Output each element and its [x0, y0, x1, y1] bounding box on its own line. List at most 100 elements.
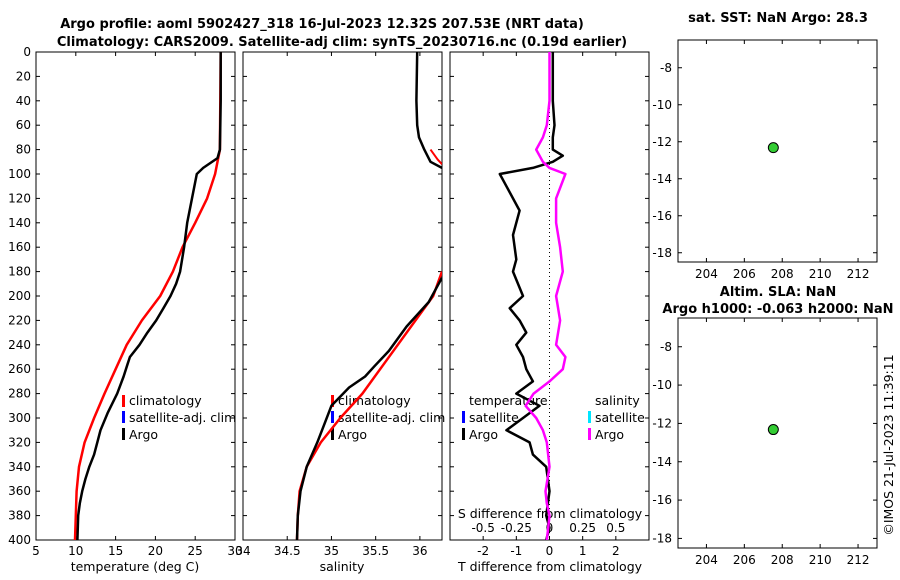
map-x-tick-label: 210: [809, 267, 832, 281]
map-y-tick-label: -12: [652, 135, 672, 149]
s-diff-tick-label: -0.5: [471, 521, 494, 535]
salinity-axes: [242, 51, 443, 541]
temperature-legend: climatology satellite-adj. clim Argo: [122, 393, 236, 442]
legend-argo-label: Argo: [338, 427, 367, 442]
map-y-tick-label: -14: [652, 455, 672, 469]
map-x-tick-label: 204: [695, 553, 718, 567]
climatology-surface-line: [429, 149, 442, 165]
x-tick-label: 20: [148, 544, 163, 558]
legend-climatology-label: climatology: [129, 393, 202, 408]
imos-watermark: ©IMOS 21-Jul-2023 11:39:11: [881, 354, 896, 535]
legend-t-argo-label: Argo: [469, 427, 498, 442]
depth-tick-label: 340: [8, 460, 31, 474]
x-tick-label: -2: [477, 544, 489, 558]
sst-map-title: sat. SST: NaN Argo: 28.3: [688, 11, 868, 26]
sal-series-group: [295, 52, 442, 540]
legend-argo-label: Argo: [129, 427, 158, 442]
legend-satellite-label: satellite-adj. clim: [338, 410, 445, 425]
x-tick-label: 36: [412, 544, 427, 558]
difference-xlabel: T difference from climatology: [457, 559, 643, 574]
difference-legend-temperature: temperature satellite Argo: [462, 393, 548, 442]
s-diff-tick-label: 0.5: [606, 521, 625, 535]
depth-tick-label: 200: [8, 289, 31, 303]
map-y-tick-label: -16: [652, 493, 672, 507]
map-x-tick-label: 206: [733, 267, 756, 281]
sst-map-axes: [677, 39, 878, 263]
temperature-xlabel: temperature (deg C): [71, 559, 200, 574]
depth-tick-label: 360: [8, 484, 31, 498]
depth-tick-label: 240: [8, 338, 31, 352]
depth-tick-label: 320: [8, 435, 31, 449]
legend-satellite-label: satellite-adj. clim: [129, 410, 236, 425]
map-x-tick-label: 208: [771, 553, 794, 567]
argo-line: [76, 52, 222, 540]
salinity-xlabel: salinity: [320, 559, 365, 574]
x-tick-label: 34: [235, 544, 250, 558]
map-y-tick-label: -10: [652, 98, 672, 112]
legend-satellite-swatch: [122, 411, 125, 423]
depth-tick-label: 300: [8, 411, 31, 425]
depth-tick-label: 160: [8, 240, 31, 254]
x-tick-label: 5: [32, 544, 40, 558]
x-tick-label: 34.5: [274, 544, 301, 558]
x-tick-label: 35: [324, 544, 339, 558]
series-layer: [73, 52, 779, 540]
depth-tick-label: 140: [8, 216, 31, 230]
depth-tick-label: 260: [8, 362, 31, 376]
map-x-tick-label: 208: [771, 267, 794, 281]
depth-tick-label: 100: [8, 167, 31, 181]
legend-climatology-swatch: [331, 395, 334, 407]
s-diff-tick-label: -0.25: [501, 521, 532, 535]
legend-t-argo-swatch: [462, 428, 465, 440]
t-diff-argo-line: [498, 52, 565, 540]
temp-series-group: [73, 52, 222, 540]
argo-position-point: [767, 142, 779, 154]
argo-position-point: [767, 424, 779, 436]
depth-tick-label: 120: [8, 191, 31, 205]
map-x-tick-label: 212: [847, 553, 870, 567]
diff-series-group: [498, 52, 567, 540]
depth-tick-label: 40: [16, 94, 31, 108]
legend-s-satellite-swatch: [588, 411, 591, 423]
legend-climatology-label: climatology: [338, 393, 411, 408]
map-y-tick-label: -14: [652, 172, 672, 186]
depth-tick-label: 400: [8, 533, 31, 547]
map-y-tick-label: -18: [652, 531, 672, 545]
map-y-tick-label: -18: [652, 246, 672, 260]
map-y-tick-label: -10: [652, 378, 672, 392]
map-x-tick-label: 206: [733, 553, 756, 567]
legend-satellite-swatch: [331, 411, 334, 423]
x-tick-label: 2: [612, 544, 620, 558]
legend-t-satellite-label: satellite: [469, 410, 519, 425]
x-tick-label: 1: [579, 544, 587, 558]
climatology-line: [73, 52, 222, 540]
x-tick-label: 10: [68, 544, 83, 558]
map-x-tick-label: 210: [809, 553, 832, 567]
depth-tick-label: 280: [8, 387, 31, 401]
sla-map-axes: [677, 317, 878, 549]
x-tick-label: 0: [546, 544, 554, 558]
s-diff-argo-line: [524, 52, 567, 540]
sla-map-title: Altim. SLA: NaN: [720, 285, 836, 300]
map-x-tick-label: 212: [847, 267, 870, 281]
map-y-tick-label: -8: [660, 61, 672, 75]
legend-temperature-header: temperature: [469, 393, 548, 408]
salinity-legend: climatology satellite-adj. clim Argo: [331, 393, 445, 442]
tick-layer: 0204060801001201401601802002202402602803…: [8, 40, 877, 567]
x-tick-label: -1: [510, 544, 522, 558]
map-x-tick-label: 204: [695, 267, 718, 281]
x-tick-label: 25: [188, 544, 203, 558]
argo-surface-line: [415, 52, 442, 170]
depth-tick-label: 60: [16, 118, 31, 132]
legend-s-satellite-label: satellite: [595, 410, 645, 425]
x-tick-label: 35.5: [362, 544, 389, 558]
title-line2: Climatology: CARS2009. Satellite-adj cli…: [57, 35, 627, 50]
sla-map-subtitle: Argo h1000: -0.063 h2000: NaN: [662, 302, 893, 317]
depth-tick-label: 380: [8, 509, 31, 523]
depth-tick-label: 220: [8, 313, 31, 327]
legend-climatology-swatch: [122, 395, 125, 407]
depth-tick-label: 0: [23, 45, 31, 59]
argo-line: [295, 277, 442, 540]
depth-tick-label: 180: [8, 265, 31, 279]
legend-argo-swatch: [122, 428, 125, 440]
